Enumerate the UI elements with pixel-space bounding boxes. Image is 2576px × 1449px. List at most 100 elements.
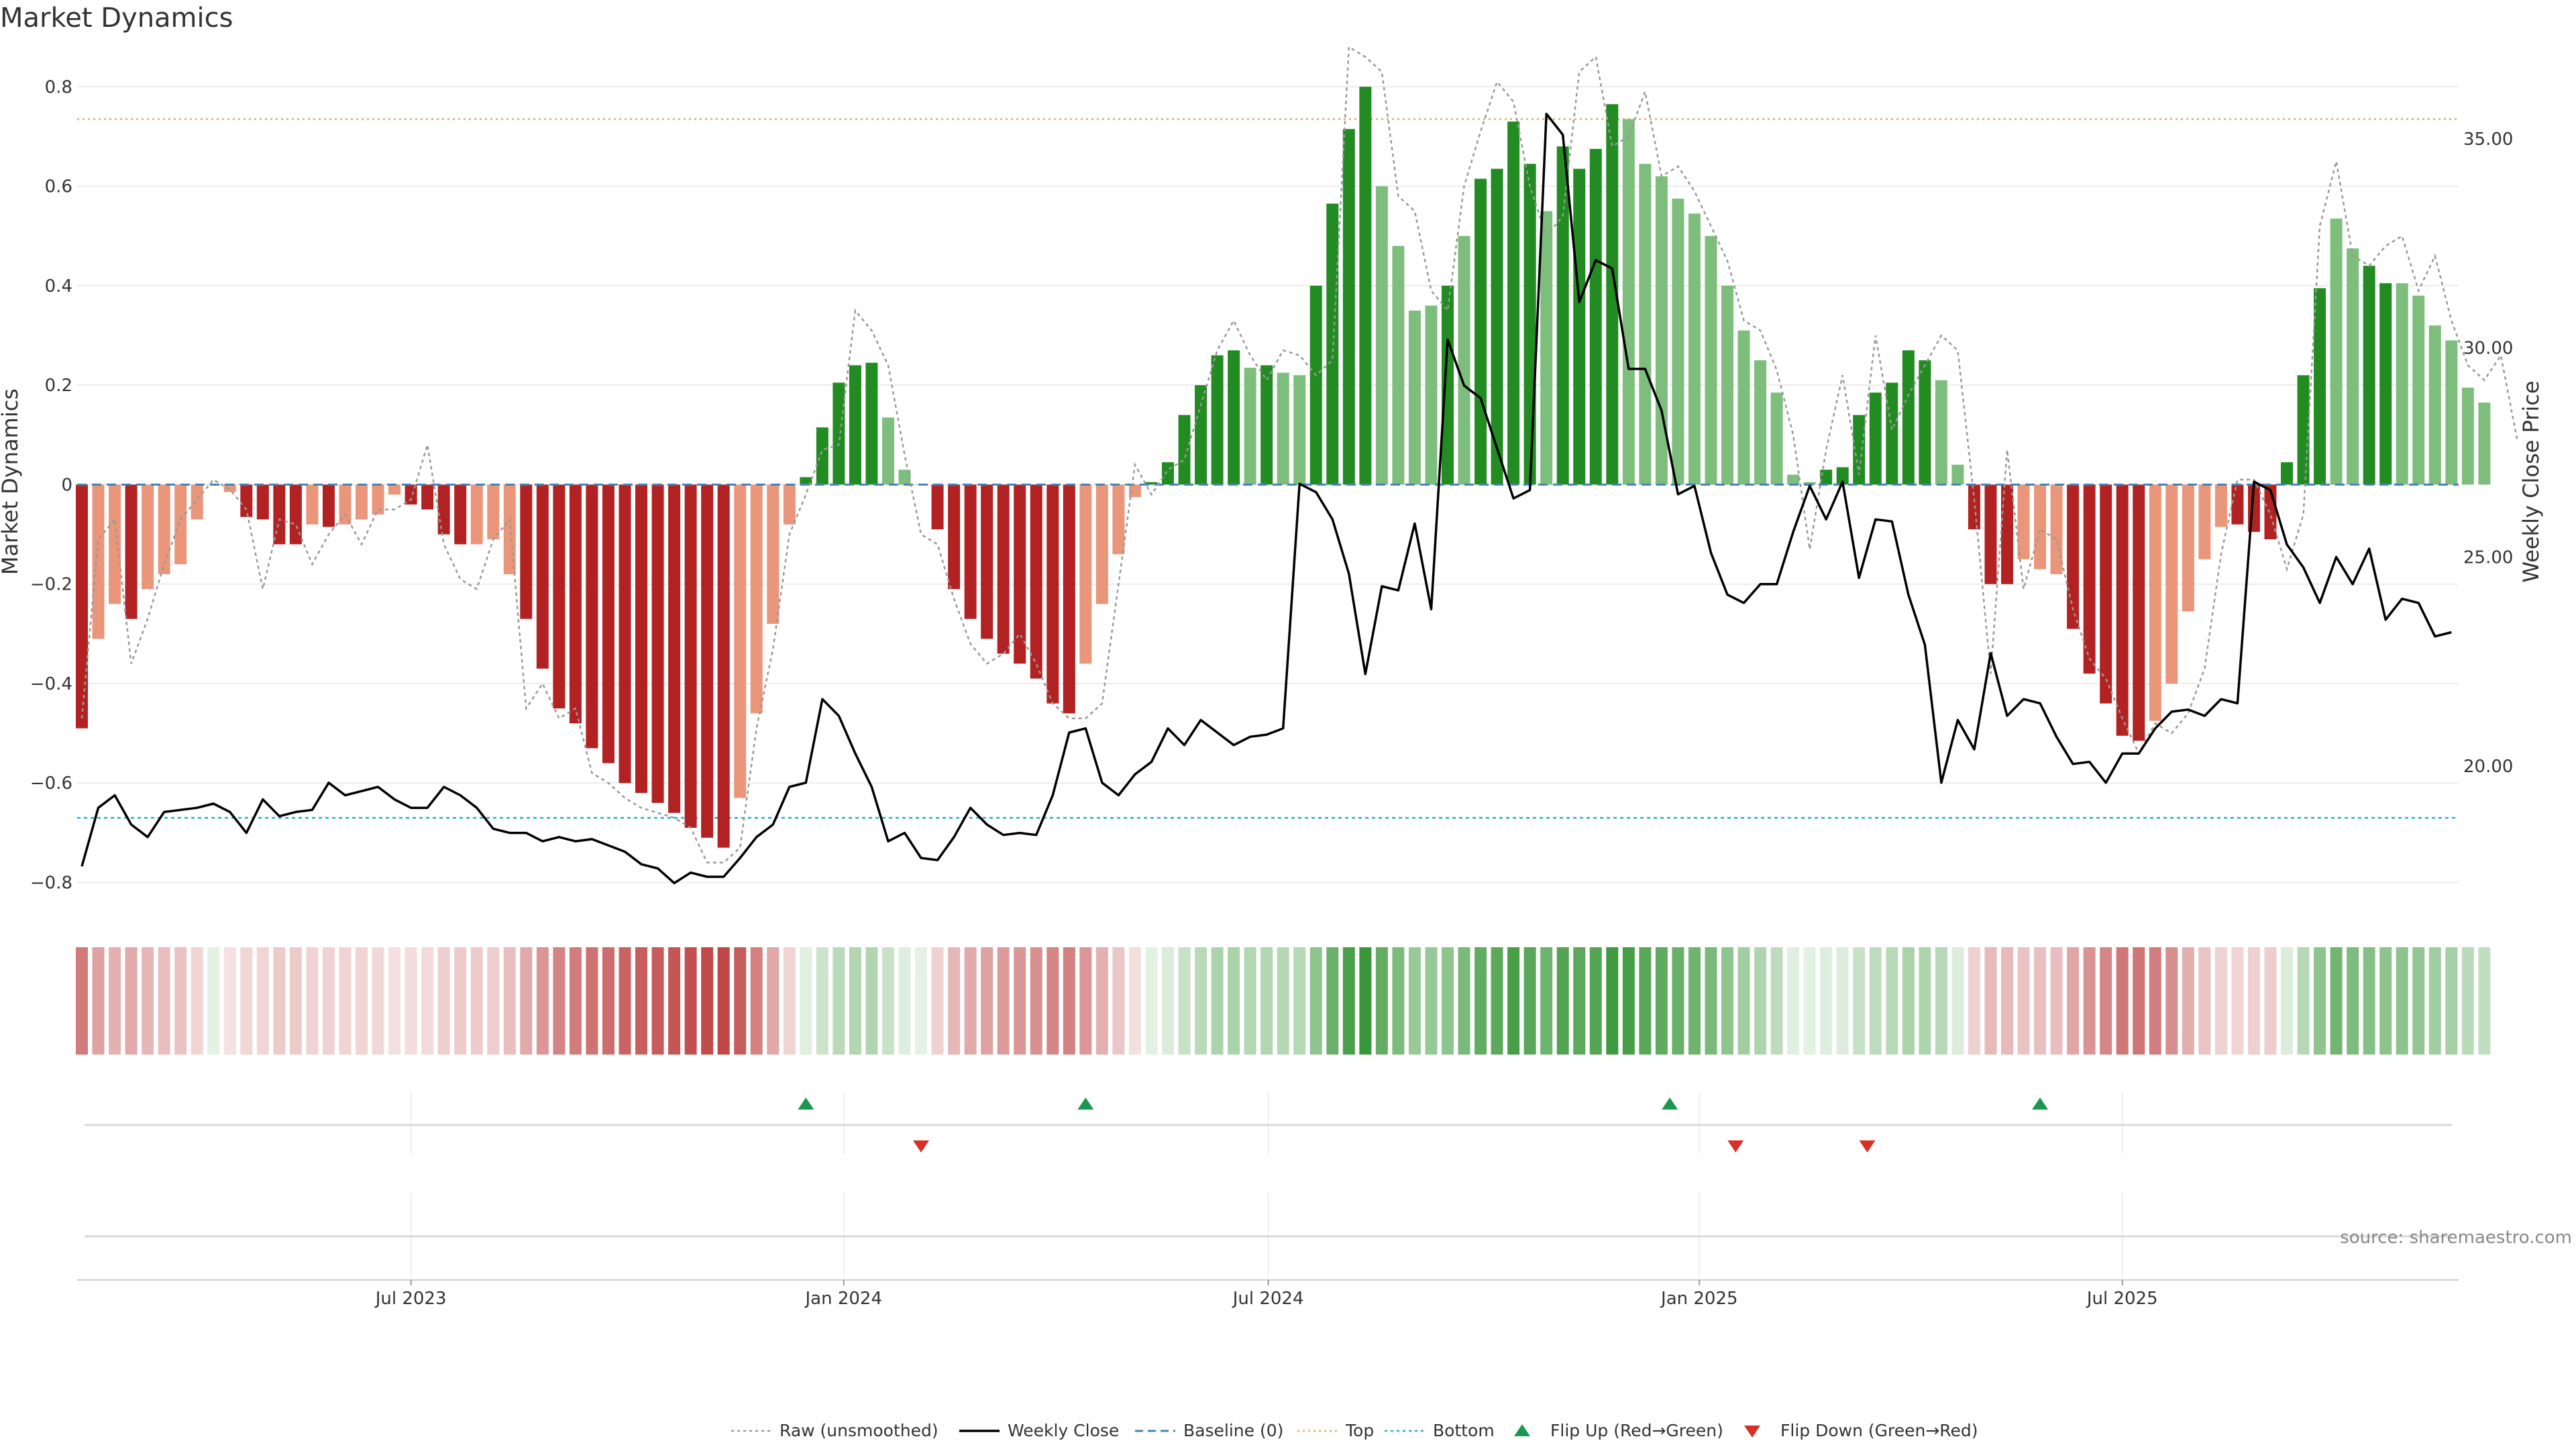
- heat-strip-cell: [2461, 947, 2474, 1055]
- momentum-bar: [1984, 484, 1997, 584]
- x-tick-label: Jul 2024: [1232, 1289, 1304, 1309]
- heat-strip-cell: [1589, 947, 1602, 1055]
- momentum-bar: [2214, 484, 2227, 527]
- momentum-bar: [1260, 365, 1273, 485]
- momentum-bar: [2083, 484, 2096, 674]
- legend-label: Flip Down (Green→Red): [1780, 1421, 1978, 1440]
- heat-strip-cell: [948, 947, 961, 1055]
- momentum-bar: [2067, 484, 2080, 629]
- momentum-bar: [931, 484, 944, 530]
- legend-label: Top: [1345, 1421, 1374, 1440]
- heat-strip-cell: [1244, 947, 1256, 1055]
- momentum-bar: [2149, 484, 2161, 721]
- momentum-bar: [635, 484, 648, 794]
- heat-strip-cell: [997, 947, 1010, 1055]
- flip-down-marker: [1859, 1140, 1876, 1152]
- heat-strip-cell: [1853, 947, 1866, 1055]
- heat-strip-cell: [1014, 947, 1026, 1055]
- momentum-bar: [174, 484, 187, 565]
- heat-strip-cell: [487, 947, 500, 1055]
- heat-strip-cell: [1919, 947, 1931, 1055]
- heat-strip-cell: [931, 947, 944, 1055]
- momentum-bar: [76, 484, 88, 729]
- momentum-bar: [2001, 484, 2014, 584]
- y2-tick-label: 25.00: [2463, 547, 2513, 568]
- heat-strip-cell: [1408, 947, 1421, 1055]
- flip-markers-panel: [85, 1092, 2452, 1154]
- heat-strip-cell: [553, 947, 566, 1055]
- momentum-bar: [1046, 484, 1059, 704]
- momentum-bar: [339, 484, 352, 525]
- heat-strip-cell: [1787, 947, 1800, 1055]
- heat-strip-cell: [881, 947, 894, 1055]
- momentum-bar: [1030, 484, 1042, 679]
- momentum-bar: [865, 362, 878, 485]
- momentum-bar: [701, 484, 714, 838]
- heat-strip-cell: [1606, 947, 1619, 1055]
- legend-label: Flip Up (Red→Green): [1550, 1421, 1723, 1440]
- heat-strip-cell: [306, 947, 319, 1055]
- heat-strip-cell: [339, 947, 352, 1055]
- heat-strip-cell: [273, 947, 286, 1055]
- momentum-bar: [1244, 368, 1256, 485]
- heat-strip-cell: [2017, 947, 2030, 1055]
- heat-strip-cell: [1095, 947, 1108, 1055]
- momentum-bar: [454, 484, 467, 545]
- momentum-bar: [1787, 474, 1800, 485]
- momentum-bar: [783, 484, 796, 525]
- heat-strip-cell: [651, 947, 664, 1055]
- momentum-bar: [2198, 484, 2211, 559]
- heat-strip-cell: [520, 947, 533, 1055]
- momentum-bar: [2445, 340, 2458, 485]
- momentum-bar: [1935, 380, 1947, 485]
- momentum-bar: [569, 484, 582, 724]
- heat-strip-cell: [1161, 947, 1174, 1055]
- momentum-bar: [2133, 484, 2145, 741]
- momentum-bar: [1869, 392, 1882, 485]
- momentum-bar: [981, 484, 994, 639]
- y-tick-label: 0.2: [45, 376, 72, 396]
- y-tick-label: 0.8: [45, 77, 72, 97]
- heat-strip-cell: [1672, 947, 1684, 1055]
- momentum-bar: [1441, 285, 1454, 485]
- momentum-bar: [388, 484, 401, 495]
- flip-down-marker: [913, 1140, 930, 1152]
- y2-tick-label: 35.00: [2463, 129, 2513, 150]
- momentum-bar: [372, 484, 384, 515]
- heat-strip-cell: [1178, 947, 1191, 1055]
- momentum-bar: [2165, 484, 2178, 684]
- heat-strip-cell: [915, 947, 928, 1055]
- momentum-bar: [2182, 484, 2194, 612]
- heat-strip-cell: [1079, 947, 1092, 1055]
- heat-strip-cell: [2396, 947, 2408, 1055]
- heat-strip-cell: [849, 947, 861, 1055]
- heat-strip-cell: [2478, 947, 2491, 1055]
- heat-strip-cell: [1228, 947, 1240, 1055]
- momentum-bar: [142, 484, 154, 590]
- heat-strip-cell: [125, 947, 138, 1055]
- momentum-bar: [2412, 295, 2425, 485]
- momentum-bar: [1589, 148, 1602, 485]
- legend-label: Raw (unsmoothed): [780, 1421, 938, 1440]
- y2-tick-label: 30.00: [2463, 339, 2513, 359]
- heat-strip-cell: [816, 947, 828, 1055]
- y-tick-label: −0.6: [30, 773, 72, 794]
- momentum-bar: [1622, 119, 1635, 485]
- momentum-bar: [2116, 484, 2129, 736]
- heat-strip-cell: [1523, 947, 1536, 1055]
- heat-strip-cell: [2247, 947, 2260, 1055]
- heat-strip-cell: [1293, 947, 1306, 1055]
- heat-strip-cell: [717, 947, 730, 1055]
- momentum-bar: [2330, 218, 2343, 485]
- momentum-bar: [1639, 164, 1652, 485]
- momentum-bar: [273, 484, 286, 545]
- momentum-bar: [997, 484, 1010, 654]
- heat-strip-cell: [964, 947, 977, 1055]
- heat-strip-cell: [1507, 947, 1520, 1055]
- momentum-bar: [1556, 146, 1569, 485]
- momentum-bar: [1128, 484, 1141, 497]
- momentum-bar: [964, 484, 977, 619]
- heat-strip-cell: [1655, 947, 1668, 1055]
- y-tick-label: −0.4: [30, 674, 72, 694]
- momentum-bar: [421, 484, 434, 510]
